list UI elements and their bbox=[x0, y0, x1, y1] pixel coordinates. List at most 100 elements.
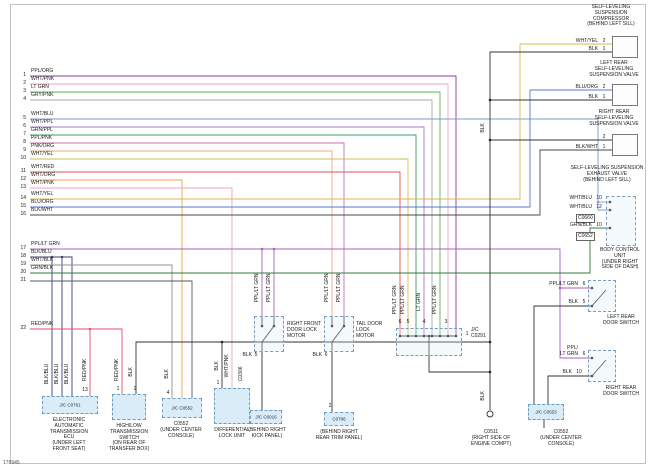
tail-door-motor-box bbox=[324, 316, 354, 352]
wire-10-wht-yel bbox=[30, 158, 409, 336]
wire-code-rot: BLK bbox=[480, 123, 487, 133]
pin-number: 2 bbox=[602, 84, 606, 90]
jc-c0761-box: J/C C0761 bbox=[42, 396, 98, 414]
junction-dot bbox=[488, 98, 492, 102]
pin-number: 1 bbox=[465, 331, 469, 337]
wire-17-ppl-lt-grn bbox=[30, 248, 592, 359]
wire-code-rot: BLK bbox=[128, 367, 135, 377]
pin-number: 5 bbox=[582, 299, 586, 305]
pin-number: 1 bbox=[602, 144, 606, 150]
wire-rf-motor-contact bbox=[261, 325, 275, 343]
junction-dot bbox=[342, 324, 346, 328]
wire-number-15: 15 bbox=[20, 202, 26, 209]
wire-blk-c0291-drain bbox=[428, 336, 490, 373]
wire-number-17: 17 bbox=[20, 244, 26, 251]
wire-code-12: WHT/ORG bbox=[31, 172, 56, 178]
connector-c0660: C0660 bbox=[576, 214, 595, 223]
wire-9-pnk-org bbox=[30, 150, 333, 316]
wire-code-rot: PPL/LT GRN bbox=[392, 285, 399, 315]
wire-blk-rr-switch bbox=[547, 375, 592, 412]
jc-c0761-box-label: J/C C0761 bbox=[59, 402, 81, 408]
pin-number: 2 bbox=[328, 403, 332, 409]
junction-dot bbox=[60, 255, 64, 259]
junction-dot bbox=[488, 340, 492, 344]
wire-code-5: WHT/BLU bbox=[31, 111, 54, 117]
junction-dot bbox=[590, 304, 594, 308]
wire-code-18: BLK/BLU bbox=[31, 249, 52, 255]
junction-dot bbox=[608, 200, 612, 204]
wire-code-rot: PPL/LT GRN bbox=[336, 273, 343, 303]
junction-dot bbox=[260, 247, 264, 251]
pin-number: 12 bbox=[596, 204, 602, 210]
pin-number: 6 bbox=[582, 351, 586, 357]
pin-number: 13 bbox=[82, 387, 88, 393]
wire-tail-motor-contact bbox=[331, 325, 345, 343]
jc-c0016-box: J/C C0016 bbox=[250, 410, 282, 424]
wire-number-14: 14 bbox=[20, 194, 26, 201]
tail-door-motor-label: TAIL DOOR LOCK MOTOR bbox=[356, 321, 383, 339]
wire-number-20: 20 bbox=[20, 268, 26, 275]
wire-code-rot: PPL/LT GRN bbox=[432, 285, 439, 315]
wire-code-rot: RED/PNK bbox=[114, 358, 121, 381]
wire-code-11: WHT/RED bbox=[31, 164, 55, 170]
exhaust-valve-label: SELF-LEVELING SUSPENSION EXHAUST VALVE (… bbox=[570, 165, 644, 183]
compressor-box bbox=[612, 36, 638, 58]
wire-code-rot: PPL/LT GRN bbox=[254, 273, 261, 303]
wire-code-rot: BLK bbox=[164, 369, 171, 379]
pin-number: 6 bbox=[324, 352, 328, 358]
wire-code-6: WHT/PPL bbox=[31, 119, 54, 125]
c0706-box: C0706 bbox=[324, 412, 354, 426]
wire-3-lt-grn bbox=[30, 91, 441, 336]
wire-code-3: LT GRN bbox=[31, 84, 49, 90]
wire-8-ppl-pnk bbox=[30, 142, 345, 316]
junction-dot bbox=[414, 334, 418, 338]
junction-dot bbox=[608, 226, 612, 230]
pin-label: WHT/YEL bbox=[575, 38, 598, 44]
jc-c0016-box-label: J/C C0016 bbox=[255, 414, 277, 420]
pin-label: WHT/BLU bbox=[569, 204, 593, 210]
pin-label: PPL/ LT GRN bbox=[560, 345, 578, 357]
wire-code-19: WHT/BLK bbox=[31, 257, 54, 263]
ecu-label: ELECTRONIC AUTOMATIC TRANSMISSION ECU (U… bbox=[49, 417, 89, 452]
pin-number: 3 bbox=[444, 319, 448, 325]
wire-code-14: WHT/YEL bbox=[31, 191, 54, 197]
wire-code-rot: BLK/BLU bbox=[64, 363, 71, 385]
c0016-location-label: (BEHIND RIGHT KICK PANEL) bbox=[248, 427, 286, 439]
compressor-label: SELF-LEVELING SUSPENSION COMPRESSOR (BEH… bbox=[587, 4, 635, 28]
pin-number: 10 bbox=[596, 195, 602, 201]
wire-code-rot: PPL/LT GRN bbox=[266, 273, 273, 303]
wire-15-blu-org bbox=[30, 89, 612, 208]
pin-label: WHT/BLU bbox=[569, 195, 593, 201]
wire-number-3: 3 bbox=[23, 87, 26, 94]
wire-number-12: 12 bbox=[20, 175, 26, 182]
junction-dot bbox=[438, 334, 442, 338]
c0552-right-label: C0552 (UNDER CENTER CONSOLE) bbox=[540, 429, 582, 447]
wire-number-13: 13 bbox=[20, 183, 26, 190]
body-control-unit-box bbox=[606, 196, 636, 246]
wire-code-15: BLU/ORG bbox=[31, 199, 54, 205]
c0511-connector bbox=[486, 410, 494, 418]
pin-number: 6 bbox=[398, 319, 402, 325]
junction-dot bbox=[446, 334, 450, 338]
wire-11-wht-red bbox=[30, 171, 401, 336]
wire-number-4: 4 bbox=[23, 95, 26, 102]
jc-c0552-box-label: J/C C0552 bbox=[171, 405, 193, 411]
diagram-border bbox=[10, 4, 646, 464]
wire-6-wht-ppl bbox=[30, 126, 425, 336]
wire-number-19: 19 bbox=[20, 260, 26, 267]
wire-code-8: PPL/PNK bbox=[31, 135, 53, 141]
wire-14-wht-yel bbox=[30, 43, 612, 200]
wire-12-wht-org bbox=[30, 179, 183, 408]
wire-code-rot: RED/PNK bbox=[82, 358, 89, 381]
pin-label: BLK bbox=[562, 369, 572, 375]
junction-dot bbox=[608, 208, 612, 212]
junction-dot bbox=[488, 138, 492, 142]
pin-number: 1 bbox=[216, 380, 220, 386]
wire-rr-switch-contact bbox=[591, 359, 607, 377]
wire-code-1: PPL/ORG bbox=[31, 68, 54, 74]
pin-label: BLK bbox=[588, 46, 598, 52]
junction-dot bbox=[590, 374, 594, 378]
wire-number-18: 18 bbox=[20, 252, 26, 259]
diff-lock-label: DIFFERENTIAL LOCK UNIT bbox=[214, 427, 250, 439]
